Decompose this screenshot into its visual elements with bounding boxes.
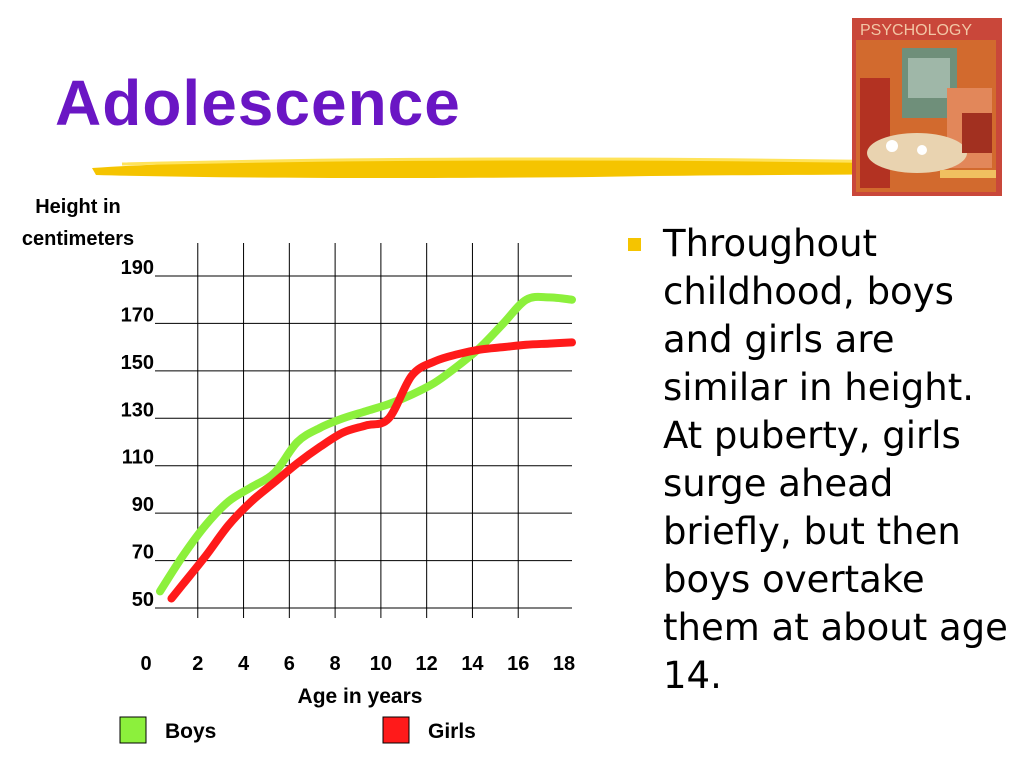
x-tick-label: 4 [238, 653, 250, 675]
y-tick-label: 170 [121, 304, 154, 326]
x-tick-label: 2 [192, 653, 203, 675]
y-axis-label: Height in centimeters [22, 196, 134, 250]
x-tick-label: 12 [416, 653, 438, 675]
y-tick-label: 50 [132, 589, 154, 611]
x-tick-label: 14 [461, 653, 484, 675]
x-axis-label: Age in years [298, 685, 423, 708]
x-tick-label: 16 [507, 653, 529, 675]
series-line-boys [156, 292, 576, 596]
x-tick-label: 8 [330, 653, 341, 675]
chart-grid [155, 243, 572, 618]
y-tick-label: 190 [121, 257, 154, 279]
y-tick-label: 70 [132, 542, 154, 564]
chart-series [156, 292, 576, 603]
y-tick-label: 110 [122, 447, 154, 469]
x-tick-label: 0 [140, 653, 151, 675]
x-tick-label: 10 [370, 653, 392, 675]
x-tick-labels: 0 2 4 6 8 10 12 14 16 18 [140, 653, 575, 675]
bullet-text: Throughout childhood, boys and girls are… [663, 222, 1008, 697]
y-tick-labels: 190 170 150 130 110 90 70 50 [121, 257, 154, 611]
x-tick-label: 18 [553, 653, 575, 675]
y-axis-label-line: Height in [35, 196, 121, 218]
height-growth-chart: Height in centimeters 190 170 150 130 110 90 70… [22, 196, 576, 744]
legend-label-girls: Girls [428, 720, 476, 743]
series-line-girls [167, 338, 576, 603]
legend-label-boys: Boys [165, 720, 216, 743]
y-tick-label: 150 [121, 352, 154, 374]
bullet-item: Throughout childhood, boys and girls are… [628, 220, 1008, 700]
legend-swatch-boys [119, 716, 147, 744]
chart-legend: Boys Girls [119, 716, 476, 744]
bullet-square-icon [628, 238, 641, 251]
y-axis-label-line: centimeters [22, 228, 134, 250]
y-tick-label: 130 [121, 399, 154, 421]
x-tick-label: 6 [284, 653, 295, 675]
book-cover-image: PSYCHOLOGY [852, 18, 1002, 196]
legend-swatch-girls [382, 716, 410, 744]
bullet-list: Throughout childhood, boys and girls are… [628, 220, 1008, 700]
y-tick-label: 90 [132, 494, 154, 516]
title-underline [92, 157, 1002, 179]
book-cover-title: PSYCHOLOGY [860, 22, 972, 39]
slide-title: Adolescence [55, 67, 461, 139]
